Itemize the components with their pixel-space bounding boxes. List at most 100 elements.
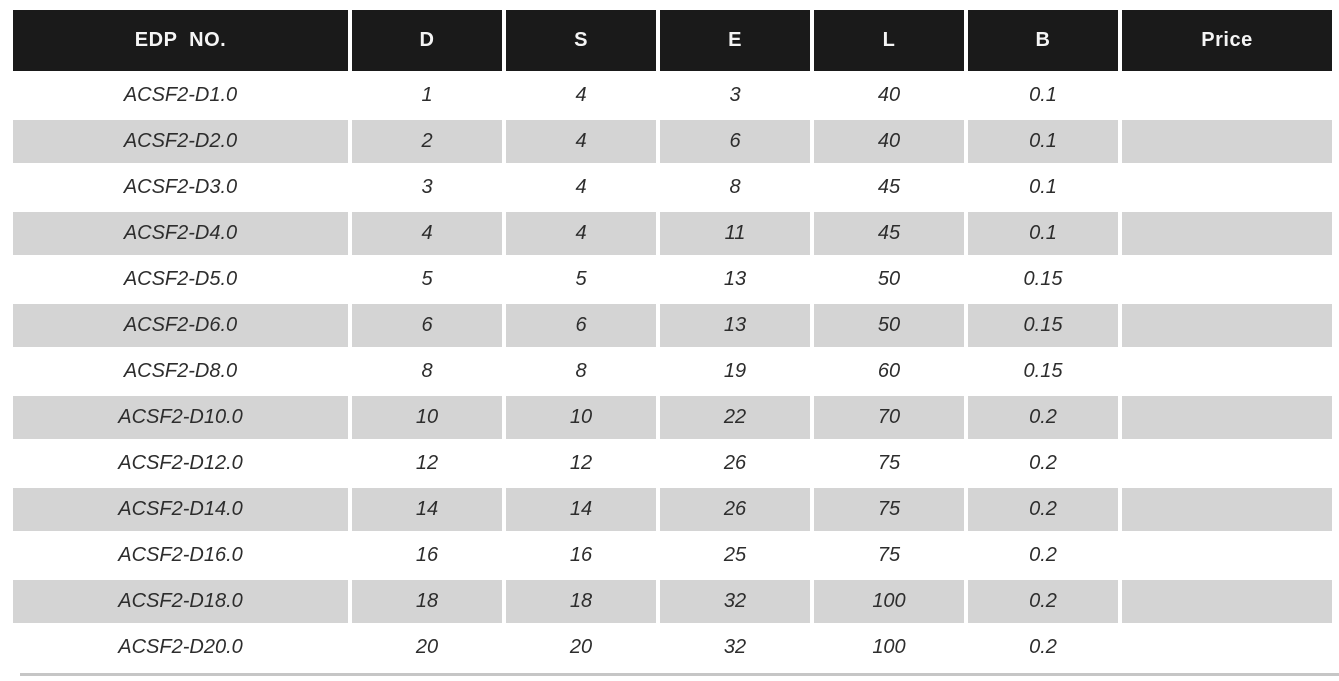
cell-s: 5 bbox=[506, 258, 656, 301]
product-spec-table: EDP NO. D S E L B Price ACSF2-D1.0 1 4 3 40 0… bbox=[9, 7, 1336, 672]
cell-price bbox=[1122, 534, 1332, 577]
cell-b: 0.15 bbox=[968, 304, 1118, 347]
cell-d: 16 bbox=[352, 534, 502, 577]
cell-edp: ACSF2-D16.0 bbox=[13, 534, 348, 577]
cell-b: 0.1 bbox=[968, 166, 1118, 209]
cell-d: 5 bbox=[352, 258, 502, 301]
cell-s: 8 bbox=[506, 350, 656, 393]
cell-b: 0.2 bbox=[968, 488, 1118, 531]
cell-l: 45 bbox=[814, 166, 964, 209]
table-row: ACSF2-D12.0 12 12 26 75 0.2 bbox=[13, 442, 1332, 485]
cell-l: 100 bbox=[814, 580, 964, 623]
cell-edp: ACSF2-D1.0 bbox=[13, 74, 348, 117]
column-header-d: D bbox=[352, 10, 502, 71]
table-row: ACSF2-D20.0 20 20 32 100 0.2 bbox=[13, 626, 1332, 669]
cell-b: 0.15 bbox=[968, 258, 1118, 301]
cell-l: 75 bbox=[814, 534, 964, 577]
cell-e: 6 bbox=[660, 120, 810, 163]
table-row: ACSF2-D1.0 1 4 3 40 0.1 bbox=[13, 74, 1332, 117]
cell-d: 4 bbox=[352, 212, 502, 255]
cell-s: 12 bbox=[506, 442, 656, 485]
cell-price bbox=[1122, 396, 1332, 439]
table-row: ACSF2-D2.0 2 4 6 40 0.1 bbox=[13, 120, 1332, 163]
table-row: ACSF2-D16.0 16 16 25 75 0.2 bbox=[13, 534, 1332, 577]
cell-s: 20 bbox=[506, 626, 656, 669]
column-header-price: Price bbox=[1122, 10, 1332, 71]
cell-l: 60 bbox=[814, 350, 964, 393]
cell-b: 0.2 bbox=[968, 442, 1118, 485]
table-row: ACSF2-D4.0 4 4 11 45 0.1 bbox=[13, 212, 1332, 255]
table-row: ACSF2-D5.0 5 5 13 50 0.15 bbox=[13, 258, 1332, 301]
cell-l: 45 bbox=[814, 212, 964, 255]
cell-d: 18 bbox=[352, 580, 502, 623]
cell-e: 13 bbox=[660, 304, 810, 347]
cell-price bbox=[1122, 350, 1332, 393]
cell-price bbox=[1122, 626, 1332, 669]
cell-price bbox=[1122, 212, 1332, 255]
cell-b: 0.2 bbox=[968, 580, 1118, 623]
cell-price bbox=[1122, 442, 1332, 485]
cell-d: 3 bbox=[352, 166, 502, 209]
cell-b: 0.15 bbox=[968, 350, 1118, 393]
header-row: EDP NO. D S E L B Price bbox=[13, 10, 1332, 71]
cell-edp: ACSF2-D4.0 bbox=[13, 212, 348, 255]
cell-edp: ACSF2-D10.0 bbox=[13, 396, 348, 439]
cell-b: 0.2 bbox=[968, 396, 1118, 439]
cell-edp: ACSF2-D6.0 bbox=[13, 304, 348, 347]
cell-price bbox=[1122, 580, 1332, 623]
cell-e: 3 bbox=[660, 74, 810, 117]
cell-price bbox=[1122, 304, 1332, 347]
cell-s: 4 bbox=[506, 166, 656, 209]
cell-e: 25 bbox=[660, 534, 810, 577]
cell-d: 1 bbox=[352, 74, 502, 117]
cell-b: 0.1 bbox=[968, 212, 1118, 255]
cell-edp: ACSF2-D5.0 bbox=[13, 258, 348, 301]
cell-d: 2 bbox=[352, 120, 502, 163]
column-header-l: L bbox=[814, 10, 964, 71]
cell-e: 8 bbox=[660, 166, 810, 209]
cell-edp: ACSF2-D3.0 bbox=[13, 166, 348, 209]
cell-s: 18 bbox=[506, 580, 656, 623]
bottom-rule bbox=[20, 673, 1339, 676]
cell-s: 16 bbox=[506, 534, 656, 577]
cell-d: 8 bbox=[352, 350, 502, 393]
cell-price bbox=[1122, 166, 1332, 209]
cell-e: 11 bbox=[660, 212, 810, 255]
cell-b: 0.2 bbox=[968, 626, 1118, 669]
cell-l: 70 bbox=[814, 396, 964, 439]
cell-s: 4 bbox=[506, 74, 656, 117]
cell-l: 40 bbox=[814, 74, 964, 117]
column-header-s: S bbox=[506, 10, 656, 71]
table-row: ACSF2-D8.0 8 8 19 60 0.15 bbox=[13, 350, 1332, 393]
table-body: ACSF2-D1.0 1 4 3 40 0.1 ACSF2-D2.0 2 4 6 40 0.1 ACSF… bbox=[13, 74, 1332, 669]
cell-d: 20 bbox=[352, 626, 502, 669]
cell-b: 0.1 bbox=[968, 74, 1118, 117]
cell-d: 14 bbox=[352, 488, 502, 531]
cell-edp: ACSF2-D12.0 bbox=[13, 442, 348, 485]
column-header-edp-no: EDP NO. bbox=[13, 10, 348, 71]
cell-b: 0.1 bbox=[968, 120, 1118, 163]
cell-s: 4 bbox=[506, 120, 656, 163]
cell-b: 0.2 bbox=[968, 534, 1118, 577]
cell-d: 6 bbox=[352, 304, 502, 347]
cell-price bbox=[1122, 74, 1332, 117]
cell-e: 32 bbox=[660, 626, 810, 669]
cell-d: 12 bbox=[352, 442, 502, 485]
cell-edp: ACSF2-D14.0 bbox=[13, 488, 348, 531]
cell-l: 100 bbox=[814, 626, 964, 669]
cell-e: 26 bbox=[660, 442, 810, 485]
table-row: ACSF2-D14.0 14 14 26 75 0.2 bbox=[13, 488, 1332, 531]
cell-s: 6 bbox=[506, 304, 656, 347]
cell-l: 75 bbox=[814, 442, 964, 485]
cell-edp: ACSF2-D2.0 bbox=[13, 120, 348, 163]
cell-l: 50 bbox=[814, 258, 964, 301]
cell-price bbox=[1122, 488, 1332, 531]
table-row: ACSF2-D18.0 18 18 32 100 0.2 bbox=[13, 580, 1332, 623]
cell-l: 40 bbox=[814, 120, 964, 163]
cell-s: 10 bbox=[506, 396, 656, 439]
cell-e: 13 bbox=[660, 258, 810, 301]
column-header-b: B bbox=[968, 10, 1118, 71]
cell-l: 75 bbox=[814, 488, 964, 531]
table-header: EDP NO. D S E L B Price bbox=[13, 10, 1332, 71]
cell-s: 14 bbox=[506, 488, 656, 531]
